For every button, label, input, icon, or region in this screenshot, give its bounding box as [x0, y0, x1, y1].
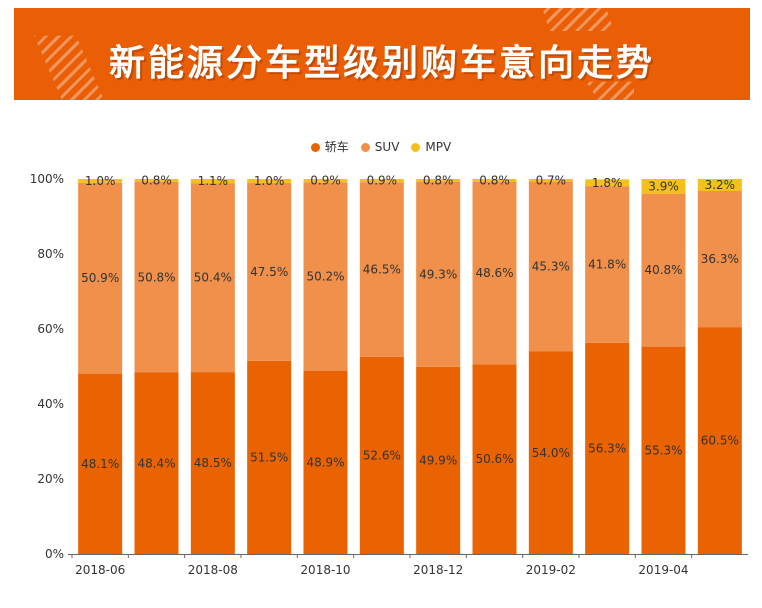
bar-segment	[303, 182, 348, 371]
bar-segment	[303, 179, 348, 183]
data-label: 52.6%	[363, 448, 401, 462]
bar-segment	[78, 373, 123, 554]
bar-segment	[472, 182, 517, 365]
bar-segment	[78, 182, 123, 374]
bar-segment	[359, 356, 404, 554]
legend-swatch	[310, 143, 320, 152]
data-label: 3.2%	[705, 178, 736, 192]
bar-segment	[641, 193, 686, 347]
x-tick-label: 2019-02	[526, 563, 576, 577]
bar-segment	[585, 186, 630, 343]
data-label: 48.1%	[81, 457, 119, 471]
banner-stripes	[586, 81, 634, 100]
data-label: 47.5%	[250, 265, 288, 279]
data-label: 48.6%	[475, 266, 513, 280]
bar-segment	[190, 372, 235, 554]
bar-segment	[528, 181, 573, 352]
legend-item: MPV	[411, 140, 451, 154]
bar-segment	[697, 179, 742, 191]
bar-segment	[416, 182, 461, 367]
data-label: 48.9%	[306, 455, 344, 469]
bar-segment	[78, 179, 123, 183]
data-label: 40.8%	[644, 263, 682, 277]
data-label: 50.6%	[475, 452, 513, 466]
legend-label: MPV	[425, 140, 452, 154]
data-label: 51.5%	[250, 450, 288, 464]
legend-label: 轿车	[324, 140, 349, 154]
bar-segment	[641, 179, 686, 194]
bar-segment	[247, 182, 292, 361]
bar-segment	[134, 179, 179, 182]
x-tick-label: 2018-10	[300, 563, 350, 577]
legend-label: SUV	[374, 140, 400, 154]
x-tick-label: 2018-12	[413, 563, 463, 577]
data-label: 1.0%	[254, 174, 285, 188]
bar-segment	[303, 370, 348, 554]
bar-segment	[697, 191, 742, 328]
title-banner: 新能源分车型级别购车意向走势	[14, 8, 750, 100]
y-tick-label: 100%	[30, 172, 64, 186]
bar-segment	[472, 179, 517, 182]
data-label: 0.7%	[536, 173, 567, 187]
bar-segment	[247, 179, 292, 183]
bar-segment	[190, 179, 235, 184]
y-tick-label: 40%	[37, 397, 64, 411]
banner-stripes	[542, 8, 614, 31]
y-tick-label: 80%	[37, 247, 64, 261]
bar-segment	[472, 364, 517, 554]
bar-segment	[585, 179, 630, 187]
bar-segment	[359, 182, 404, 357]
data-label: 48.5%	[194, 456, 232, 470]
data-label: 41.8%	[588, 258, 626, 272]
data-label: 0.9%	[367, 174, 398, 188]
y-tick-label: 60%	[37, 322, 64, 336]
data-label: 46.5%	[363, 263, 401, 277]
data-label: 50.8%	[137, 270, 175, 284]
bar-segment	[134, 372, 179, 554]
data-label: 56.3%	[588, 441, 626, 455]
chart-title: 新能源分车型级别购车意向走势	[108, 43, 655, 84]
data-label: 36.3%	[701, 252, 739, 266]
data-label: 50.2%	[306, 270, 344, 284]
data-label: 1.8%	[592, 176, 623, 190]
bar-segment	[585, 342, 630, 554]
data-label: 45.3%	[532, 260, 570, 274]
x-tick-label: 2019-04	[638, 563, 688, 577]
data-label: 50.9%	[81, 271, 119, 285]
legend-item: SUV	[360, 140, 400, 154]
legend-swatch	[360, 143, 370, 152]
bar-segment	[416, 179, 461, 182]
bar-segment	[416, 366, 461, 554]
data-label: 0.8%	[141, 174, 172, 188]
bar-segment	[641, 346, 686, 554]
data-label: 49.9%	[419, 453, 457, 467]
data-label: 3.9%	[648, 179, 679, 193]
bar-segment	[697, 327, 742, 554]
bar-segment	[134, 182, 179, 373]
data-label: 50.4%	[194, 271, 232, 285]
data-label: 1.0%	[85, 174, 116, 188]
chart-legend: 轿车 SUV MPV	[0, 138, 762, 155]
data-label: 60.5%	[701, 434, 739, 448]
data-label: 54.0%	[532, 446, 570, 460]
bar-segment	[247, 360, 292, 554]
data-label: 0.8%	[479, 174, 510, 188]
bar-segment	[359, 179, 404, 183]
y-tick-label: 20%	[37, 472, 64, 486]
data-label: 1.1%	[198, 174, 229, 188]
x-tick-label: 2018-08	[188, 563, 238, 577]
data-label: 48.4%	[137, 456, 175, 470]
bar-segment	[528, 351, 573, 554]
data-label: 0.8%	[423, 174, 454, 188]
data-label: 49.3%	[419, 267, 457, 281]
data-label: 55.3%	[644, 443, 682, 457]
x-tick-label: 2018-06	[75, 563, 125, 577]
bar-segment	[190, 183, 235, 373]
legend-swatch	[411, 143, 421, 152]
y-tick-label: 0%	[45, 547, 64, 561]
legend-item: 轿车	[310, 138, 349, 155]
bar-segment	[528, 179, 573, 182]
data-label: 0.9%	[310, 174, 341, 188]
